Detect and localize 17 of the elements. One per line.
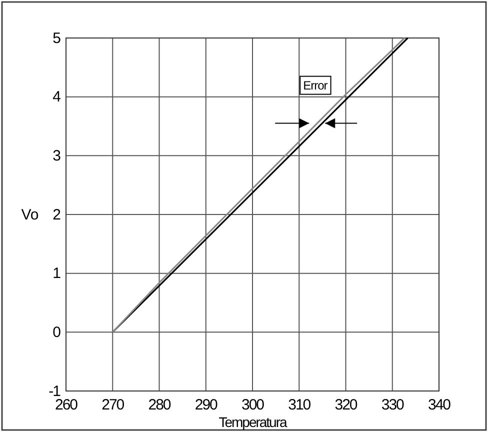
annotation: Error (303, 78, 328, 92)
y-tick-label: 4 (52, 88, 61, 106)
x-tick-label: 330 (381, 396, 404, 414)
x-axis-title: Temperatura (218, 414, 288, 430)
x-tick-label: 340 (428, 396, 451, 414)
x-tick-label: 310 (288, 396, 311, 414)
x-tick-label: 280 (148, 396, 171, 414)
x-tick-label: 270 (102, 396, 124, 414)
y-tick-label: 3 (52, 147, 61, 164)
x-tick-label: 300 (241, 396, 264, 414)
y-axis-title: Vo (21, 206, 39, 224)
y-tick-label: 1 (52, 265, 61, 282)
y-tick-label: 2 (52, 206, 61, 224)
y-tick-label: 5 (52, 30, 61, 47)
x-tick-label: 290 (194, 396, 218, 414)
y-tick-label: 0 (52, 324, 61, 341)
x-tick-label: 320 (334, 396, 358, 414)
